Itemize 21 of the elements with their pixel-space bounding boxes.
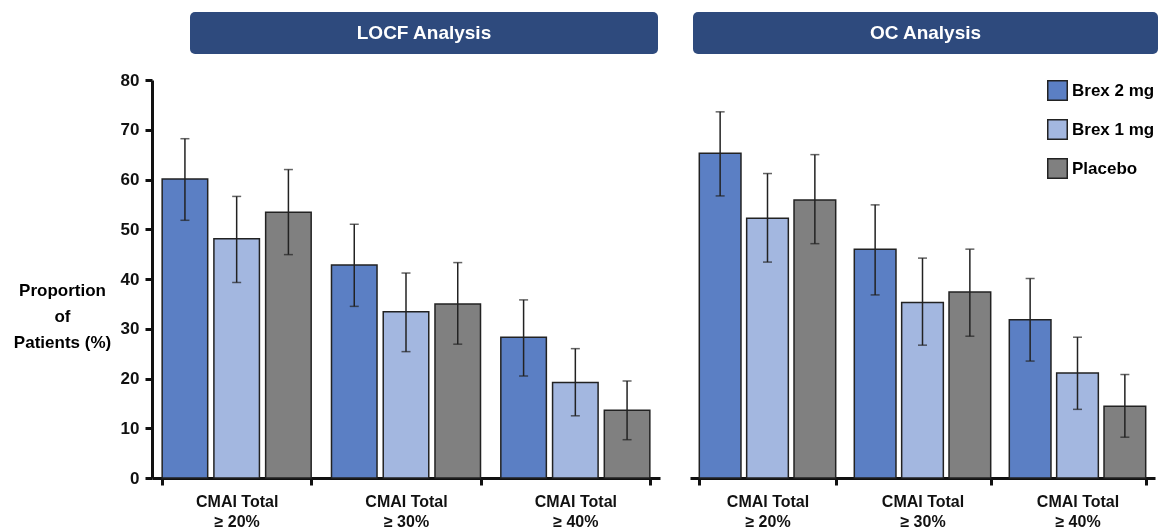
legend-label: Placebo (1072, 158, 1138, 178)
y-tick-label: 0 (130, 468, 140, 488)
y-tick-label: 30 (120, 319, 140, 339)
x-tick-label: CMAI Total ≥ 30% (881, 492, 965, 530)
legend-label: Brex 1 mg (1072, 119, 1155, 139)
chart-title: LOCF Analysis (190, 12, 658, 54)
x-tick-label: CMAI Total ≥ 40% (1036, 492, 1120, 530)
x-tick-label: CMAI Total ≥ 40% (534, 492, 618, 530)
y-tick-label: 50 (120, 219, 140, 239)
y-tick-label: 20 (120, 369, 140, 388)
legend-label: Brex 2 mg (1072, 80, 1155, 100)
y-tick-label: 80 (120, 70, 140, 90)
x-tick-label: CMAI Total ≥ 30% (365, 492, 448, 530)
x-tick-label: CMAI Total ≥ 20% (726, 492, 810, 530)
y-tick-label: 60 (120, 170, 140, 189)
y-tick-label: 10 (120, 418, 140, 438)
x-tick-label: CMAI Total ≥ 20% (195, 492, 279, 530)
y-axis-title: Proportion of Patients (%) (13, 280, 112, 352)
chart-title: OC Analysis (693, 12, 1158, 54)
y-tick-label: 40 (120, 269, 140, 289)
y-tick-label: 70 (120, 120, 140, 140)
